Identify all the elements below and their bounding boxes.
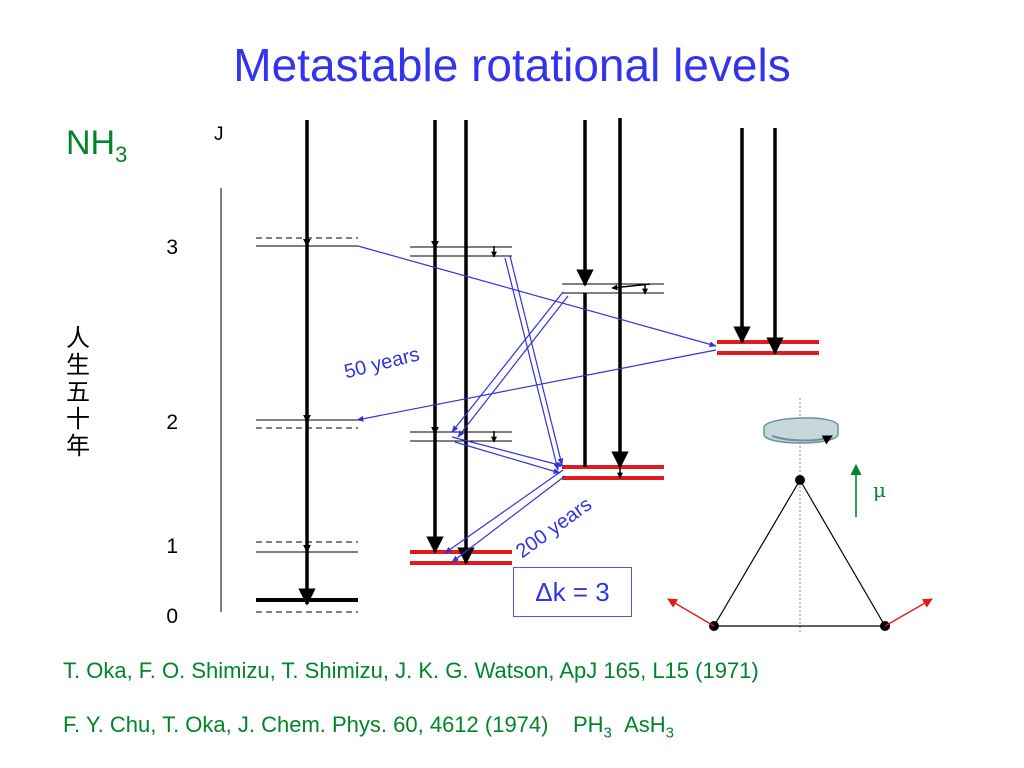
- level-label-j2: 2: [166, 411, 178, 434]
- level-label-j3: 3: [166, 236, 178, 259]
- atom-n: [795, 475, 805, 485]
- ladder-k1: [410, 120, 512, 565]
- transition-arrow: [451, 475, 566, 563]
- bond-arrow: [884, 598, 933, 627]
- level-label-j1: 1: [166, 535, 178, 558]
- dipole-mu-label: μ: [873, 478, 886, 502]
- transition-arrow: [504, 257, 560, 471]
- ladder-k0: [256, 120, 358, 613]
- transition-arrow: [451, 436, 564, 468]
- transitions: [356, 245, 717, 563]
- j-axis-label: J: [214, 124, 224, 145]
- kanji-vertical-text: 人 生 五 十 年: [66, 325, 90, 460]
- slide-title: Metastable rotational levels: [233, 39, 791, 91]
- delta-k-box: Δk = 3: [513, 567, 632, 617]
- rotation-icon: [763, 417, 839, 444]
- ladder-k2: [562, 118, 664, 480]
- bond-arrow: [667, 598, 715, 627]
- kanji-char: 十: [66, 405, 90, 433]
- nh3-molecule: [667, 398, 933, 632]
- ph3-label: PH3: [572, 712, 612, 742]
- transition-arrow: [457, 295, 569, 438]
- transition-arrow: [509, 255, 564, 466]
- kanji-char: 人: [66, 324, 90, 352]
- transition-arrow: [451, 291, 564, 433]
- ash3-label: AsH3: [624, 712, 674, 742]
- ladder-k3: [717, 128, 819, 355]
- transition-arrow: [444, 469, 564, 554]
- kanji-char: 五: [66, 378, 90, 406]
- transition-arrow: [357, 245, 717, 348]
- molecule-label: NH3: [66, 124, 128, 167]
- reference-1: T. Oka, F. O. Shimizu, T. Shimizu, J. K.…: [63, 658, 759, 683]
- reference-2-text: F. Y. Chu, T. Oka, J. Chem. Phys. 60, 46…: [63, 712, 549, 737]
- level-label-j0: 0: [166, 605, 178, 628]
- reference-2: F. Y. Chu, T. Oka, J. Chem. Phys. 60, 46…: [63, 712, 674, 741]
- transition-arrow: [454, 441, 561, 474]
- kanji-char: 生: [66, 351, 90, 379]
- kanji-char: 年: [66, 432, 90, 460]
